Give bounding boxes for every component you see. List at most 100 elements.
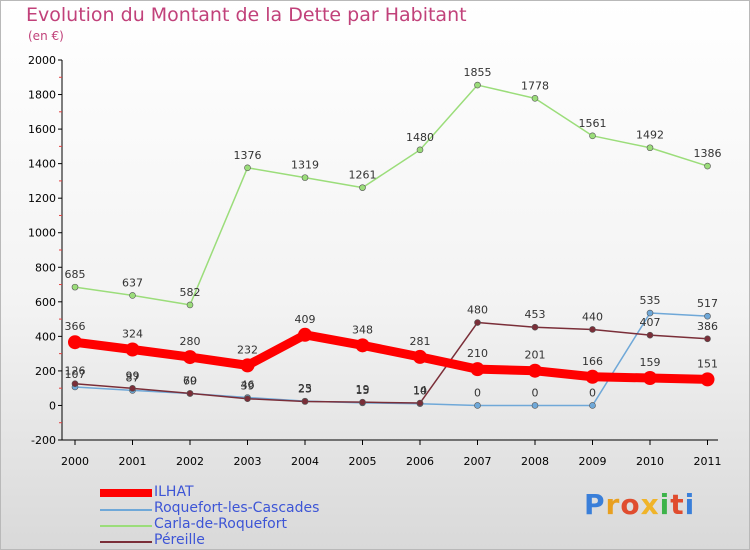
data-label: 46: [241, 379, 255, 392]
data-label: 151: [697, 357, 718, 370]
y-tick-label: 1000: [28, 227, 56, 240]
data-label: 232: [237, 343, 258, 356]
data-point: [589, 402, 596, 409]
data-label: 386: [697, 320, 718, 333]
data-point: [183, 350, 197, 365]
data-label: 0: [474, 386, 481, 399]
data-point: [71, 283, 79, 291]
data-point: [646, 331, 654, 339]
data-point: [416, 399, 424, 407]
logo-letter: o: [620, 488, 641, 521]
data-label: 25: [298, 382, 312, 395]
data-label: 14: [413, 384, 427, 397]
data-point: [585, 369, 600, 384]
data-point: [129, 292, 136, 299]
data-label: 1319: [291, 159, 319, 172]
y-tick-label: 1200: [28, 192, 56, 205]
data-label: 440: [582, 310, 603, 323]
data-label: 159: [640, 356, 661, 369]
y-tick-label: 600: [35, 296, 56, 309]
x-tick-label: 2002: [176, 455, 204, 468]
x-tick-label: 2008: [521, 455, 549, 468]
data-point: [301, 398, 309, 405]
data-point: [589, 132, 596, 140]
data-point: [643, 370, 657, 385]
data-label: 15: [356, 384, 370, 397]
data-point: [474, 81, 481, 89]
legend-swatch-ilhat: [100, 489, 152, 497]
data-point: [470, 362, 485, 377]
data-label: 366: [65, 320, 86, 333]
y-tick-label: 1600: [28, 123, 56, 136]
data-label: 535: [640, 294, 661, 307]
data-point: [301, 174, 309, 181]
x-tick-label: 2004: [291, 455, 319, 468]
data-point: [416, 146, 424, 154]
y-tick-label: 2000: [28, 54, 56, 67]
x-tick-label: 2010: [636, 455, 664, 468]
data-label: 1492: [636, 129, 664, 142]
data-point: [704, 312, 711, 320]
y-tick-label: 400: [35, 330, 56, 343]
data-point: [531, 402, 539, 409]
data-point: [474, 402, 481, 409]
data-label: 126: [65, 365, 86, 378]
chart-subtitle: (en €): [28, 29, 64, 43]
data-point: [646, 309, 654, 317]
data-point: [413, 349, 427, 364]
data-label: 107: [65, 368, 86, 381]
x-tick-label: 2001: [119, 455, 147, 468]
data-label: 637: [122, 276, 143, 289]
data-label: 23: [298, 382, 312, 395]
data-label: 1480: [406, 131, 434, 144]
legend-swatch-carla: [100, 525, 152, 527]
logo-letter: P: [584, 488, 606, 521]
data-point: [531, 95, 539, 102]
data-label: 201: [525, 349, 546, 362]
data-label: 480: [467, 304, 488, 317]
data-label: 0: [532, 386, 539, 399]
data-label: 1376: [234, 149, 262, 162]
legend-label-carla: Carla-de-Roquefort: [154, 516, 287, 532]
y-tick-label: 0: [49, 399, 56, 412]
data-label: 99: [126, 369, 140, 382]
data-label: 453: [525, 308, 546, 321]
x-tick-label: 2011: [694, 455, 722, 468]
data-point: [704, 162, 711, 170]
legend-label-ilhat: ILHAT: [154, 484, 194, 500]
x-tick-label: 2007: [464, 455, 492, 468]
data-label: 685: [65, 268, 86, 281]
proxiti-logo: Proxiti: [584, 488, 695, 521]
data-label: 210: [467, 347, 488, 360]
data-point: [186, 301, 194, 309]
chart-title: Evolution du Montant de la Dette par Hab…: [26, 4, 467, 26]
data-label: 69: [183, 375, 197, 388]
data-point: [589, 326, 596, 333]
x-tick-label: 2009: [579, 455, 607, 468]
data-label: 1261: [349, 169, 377, 182]
legend-swatch-roquefort: [100, 509, 152, 511]
x-tick-label: 2003: [234, 455, 262, 468]
series-line-ilhat: [70, 330, 712, 384]
data-point: [355, 338, 370, 353]
y-tick-label: -200: [31, 434, 56, 447]
series-line-pereille: [74, 321, 709, 404]
x-tick-label: 2000: [61, 455, 89, 468]
data-label: 324: [122, 327, 143, 340]
data-point: [186, 390, 194, 397]
y-tick-label: 800: [35, 261, 56, 274]
legend-swatch-pereille: [100, 541, 152, 543]
data-label: 1778: [521, 79, 549, 92]
data-label: 280: [180, 335, 201, 348]
data-point: [68, 335, 82, 350]
data-label: 10: [413, 385, 427, 398]
data-point: [700, 372, 715, 387]
data-label: 87: [126, 371, 140, 384]
data-label: 281: [410, 335, 431, 348]
data-label: 70: [183, 374, 197, 387]
data-label: 407: [640, 316, 661, 329]
data-label: 348: [352, 323, 373, 336]
y-tick-label: 200: [35, 365, 56, 378]
